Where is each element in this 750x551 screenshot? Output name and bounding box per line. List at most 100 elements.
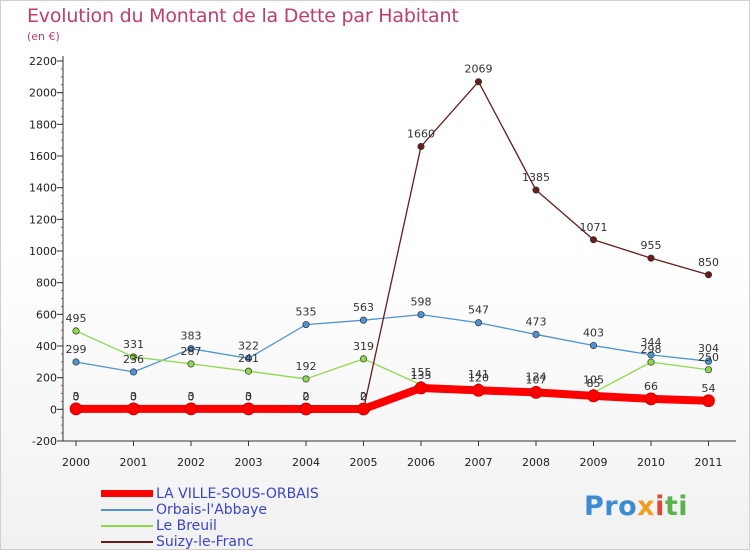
chart-title: Evolution du Montant de la Dette par Hab… bbox=[27, 5, 459, 27]
logo-part: x bbox=[637, 491, 656, 522]
data-point bbox=[72, 358, 80, 366]
data-label: 2 bbox=[360, 390, 367, 403]
data-point bbox=[72, 327, 80, 335]
series-line bbox=[75, 81, 710, 410]
x-tick-label: 2009 bbox=[580, 456, 608, 469]
data-point bbox=[474, 78, 483, 86]
legend-swatch bbox=[101, 509, 153, 511]
data-label: 403 bbox=[583, 327, 604, 340]
y-tick-label: 0 bbox=[50, 403, 57, 416]
legend-item: LA VILLE-SOUS-ORBAIS bbox=[101, 486, 381, 502]
data-label: 331 bbox=[123, 338, 144, 351]
data-point bbox=[532, 186, 540, 194]
data-point bbox=[417, 142, 425, 151]
data-point bbox=[129, 368, 138, 376]
data-label: 850 bbox=[698, 256, 719, 269]
data-point bbox=[359, 355, 368, 363]
data-point bbox=[69, 402, 83, 416]
data-point bbox=[187, 345, 195, 353]
x-tick-label: 2006 bbox=[407, 456, 435, 469]
data-label: 383 bbox=[181, 330, 202, 343]
data-point bbox=[589, 341, 598, 350]
legend-swatch bbox=[101, 541, 153, 543]
data-label: 0 bbox=[130, 390, 137, 403]
x-tick-label: 2010 bbox=[637, 456, 665, 469]
data-point bbox=[187, 360, 195, 368]
data-label: 124 bbox=[526, 371, 547, 384]
data-point bbox=[474, 319, 483, 327]
legend-label: Orbais-l'Abbaye bbox=[156, 502, 268, 518]
data-point bbox=[587, 389, 600, 403]
logo-part: Pro bbox=[584, 491, 638, 522]
data-label: 955 bbox=[641, 239, 662, 252]
data-label: 155 bbox=[411, 366, 432, 379]
data-label: 495 bbox=[66, 312, 87, 325]
logo-part: i bbox=[655, 491, 665, 522]
data-label: 3 bbox=[188, 390, 195, 403]
data-point bbox=[472, 383, 485, 397]
data-point bbox=[704, 357, 713, 365]
data-point bbox=[302, 375, 310, 383]
series-points bbox=[69, 78, 715, 416]
data-label: 304 bbox=[698, 342, 719, 355]
legend-label: LA VILLE-SOUS-ORBAIS bbox=[156, 486, 319, 502]
data-label: 250 bbox=[698, 351, 719, 364]
series-lines bbox=[72, 81, 713, 414]
data-label: 0 bbox=[245, 390, 252, 403]
data-point bbox=[244, 354, 253, 362]
data-point bbox=[244, 367, 253, 375]
y-tick-label: 1400 bbox=[29, 182, 57, 195]
data-point bbox=[357, 402, 370, 416]
y-tick-label: 1200 bbox=[29, 213, 57, 226]
series-line bbox=[75, 330, 710, 394]
data-label: 85 bbox=[587, 377, 601, 390]
data-label: 105 bbox=[583, 374, 604, 387]
y-tick-label: 200 bbox=[36, 372, 57, 385]
x-tick-label: 2005 bbox=[350, 456, 378, 469]
logo-part: ti bbox=[664, 491, 689, 522]
data-label: 1071 bbox=[580, 221, 608, 234]
data-label: 54 bbox=[702, 382, 716, 395]
data-label: 299 bbox=[66, 343, 87, 356]
data-label: 0 bbox=[303, 390, 310, 403]
data-label: 287 bbox=[181, 345, 202, 358]
legend-item: Orbais-l'Abbaye bbox=[101, 502, 381, 518]
series-line bbox=[75, 313, 710, 373]
data-point bbox=[647, 351, 655, 359]
data-label: 598 bbox=[411, 296, 432, 309]
data-point bbox=[359, 316, 368, 324]
y-tick-label: -200 bbox=[32, 435, 57, 448]
legend-item: Suizy-le-Franc bbox=[101, 534, 381, 550]
y-tick-label: 1600 bbox=[29, 150, 57, 163]
data-label: 3 bbox=[245, 390, 252, 403]
data-label: 135 bbox=[411, 369, 432, 382]
x-tick-label: 2004 bbox=[292, 456, 320, 469]
data-point bbox=[647, 254, 655, 262]
x-tick-label: 2007 bbox=[465, 456, 493, 469]
data-point bbox=[704, 366, 713, 374]
data-point bbox=[532, 330, 540, 338]
data-point bbox=[127, 402, 140, 416]
data-point bbox=[589, 236, 598, 244]
data-label: 298 bbox=[641, 343, 662, 356]
axes: -200020040060080010001200140016001800200… bbox=[29, 55, 736, 469]
series-line bbox=[72, 383, 713, 414]
x-tick-label: 2011 bbox=[695, 456, 723, 469]
data-point bbox=[702, 394, 715, 408]
data-label: 0 bbox=[73, 390, 80, 403]
data-point bbox=[242, 402, 255, 416]
x-tick-label: 2008 bbox=[522, 456, 550, 469]
data-label: 2069 bbox=[465, 63, 493, 76]
data-point bbox=[417, 311, 425, 319]
data-label: 236 bbox=[123, 353, 144, 366]
data-point bbox=[184, 402, 198, 416]
data-point bbox=[129, 353, 138, 361]
data-point bbox=[644, 392, 658, 406]
legend-label: Suizy-le-Franc bbox=[156, 534, 254, 550]
legend-label: Le Breuil bbox=[156, 518, 217, 534]
legend-swatch bbox=[101, 525, 153, 527]
data-label: 319 bbox=[353, 340, 374, 353]
x-tick-label: 2001 bbox=[120, 456, 148, 469]
y-tick-label: 2200 bbox=[29, 55, 57, 68]
